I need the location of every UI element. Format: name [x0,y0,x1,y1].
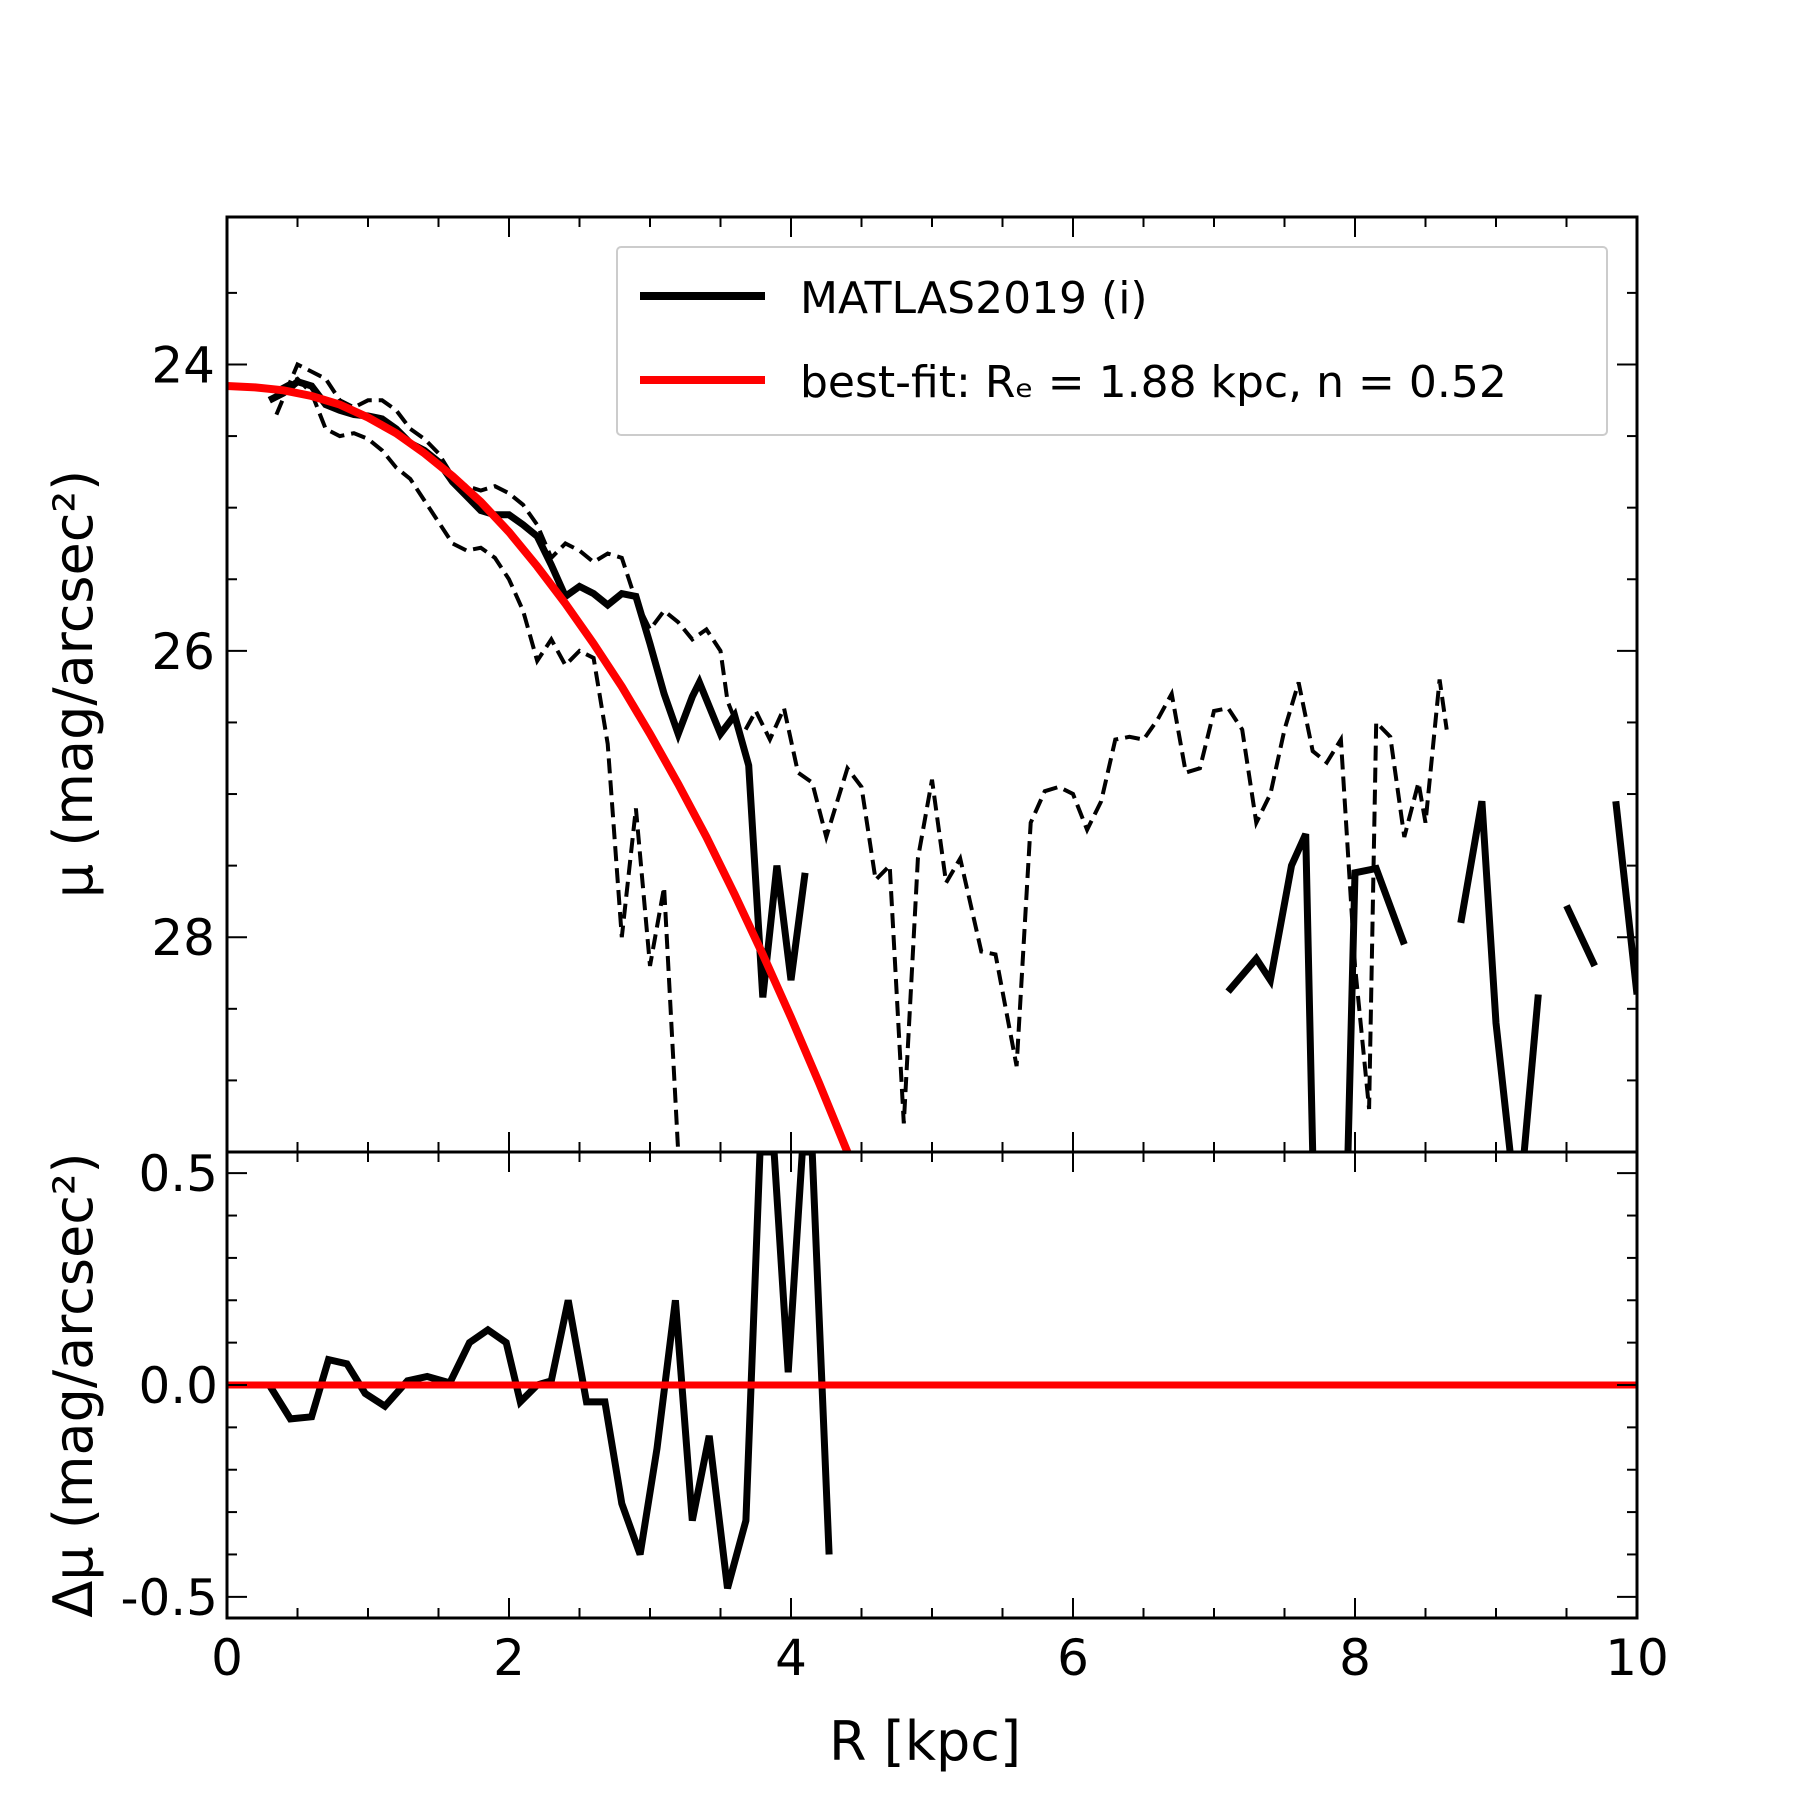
bottom-y-tick-label: 0.5 [138,1145,218,1203]
top-series-1-dashed-segment-1 [275,376,681,1152]
residual-line [266,1152,833,1590]
top-series-0-matlas2019-i-segment-3 [1457,800,1514,1152]
top-y-tick-label: 28 [151,909,215,967]
x-tick-label: 0 [211,1629,243,1687]
x-tick-label: 2 [493,1629,525,1687]
x-tick-label: 6 [1057,1629,1089,1687]
top-series-0-matlas2019-i-segment-4 [1520,994,1542,1152]
top-y-axis-label: μ (mag/arcsec²) [42,470,105,898]
legend: MATLAS2019 (i) best-fit: Rₑ = 1.88 kpc, … [616,246,1608,436]
x-tick-label: 4 [775,1629,807,1687]
top-series-1-dashed-segment-0 [274,361,1449,1124]
bottom-y-tick-label: -0.5 [120,1569,218,1627]
top-series-0-matlas2019-i-segment-2 [1344,864,1408,1152]
bottom-panel-frame [225,1150,1639,1620]
top-panel-data [227,361,1637,1152]
x-tick-label: 10 [1605,1629,1669,1687]
top-series-0-matlas2019-i-segment-1 [1225,832,1317,1152]
legend-frame [616,246,1608,436]
x-tick-label: 8 [1339,1629,1371,1687]
top-series-0-matlas2019-i-segment-6 [1612,800,1637,995]
top-y-tick-label: 24 [151,336,215,394]
legend-label-bestfit: best-fit: Rₑ = 1.88 kpc, n = 0.52 [800,357,1507,408]
bottom-y-tick-label: 0.0 [138,1357,218,1415]
legend-label-matlas: MATLAS2019 (i) [800,273,1148,324]
top-series-0-matlas2019-i-segment-5 [1563,904,1598,968]
bottom-panel-data [227,1152,1637,1590]
bottom-y-axis-label: Δμ (mag/arcsec²) [42,1152,105,1617]
x-axis-label: R [kpc] [829,1710,1021,1773]
top-y-tick-label: 26 [151,623,215,681]
top-series-2-best-fit-r-1-88-kpc-n-0-52-segment-0 [227,382,852,1152]
